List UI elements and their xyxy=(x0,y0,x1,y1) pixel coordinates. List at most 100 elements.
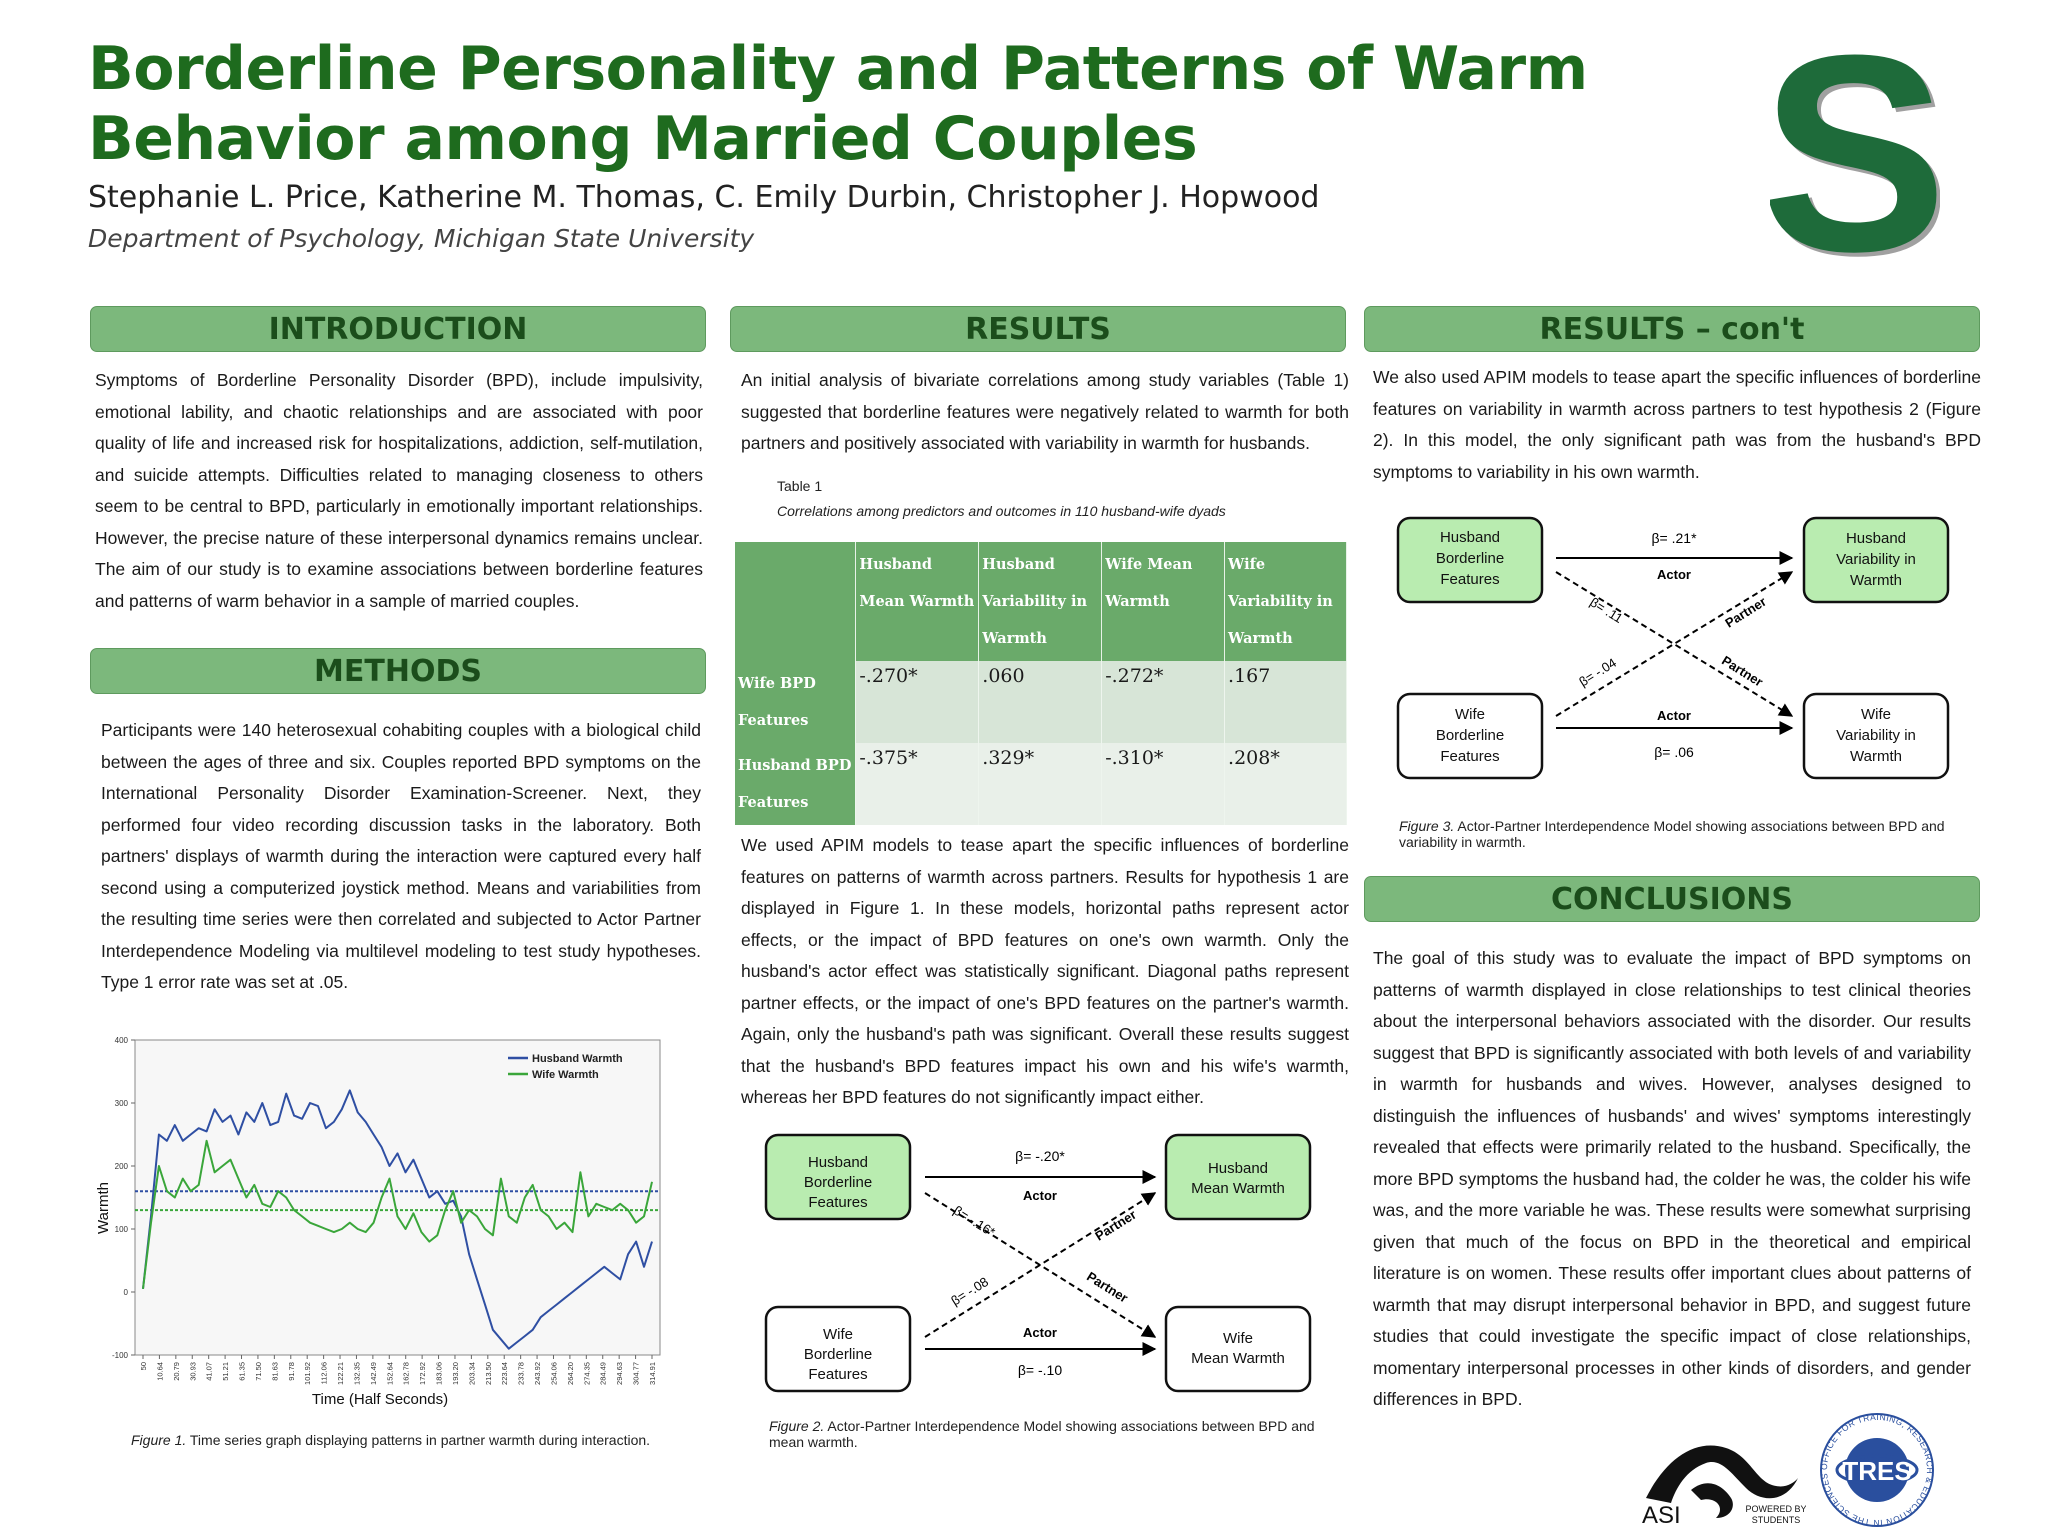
results-text-1: An initial analysis of bivariate correla… xyxy=(741,370,1349,453)
plot-area xyxy=(134,1039,661,1356)
table-label: Table 1 xyxy=(777,478,823,494)
y-tick-label: 0 xyxy=(124,1288,129,1297)
beta-diag-1: β= .11 xyxy=(1587,594,1625,626)
tres-logo: OFFICE FOR TRAINING, RESEARCH & EDUCATIO… xyxy=(1819,1412,1935,1528)
x-tick-label: 264.20 xyxy=(566,1362,575,1385)
poster-title: Borderline Personality and Patterns of W… xyxy=(88,34,1588,174)
x-tick-label: 203.34 xyxy=(467,1362,476,1385)
x-tick-label: 254.06 xyxy=(549,1362,558,1385)
actor-label-top: Actor xyxy=(1657,567,1691,582)
x-tick-label: 152.64 xyxy=(385,1362,394,1385)
table-cell: -.272* xyxy=(1101,661,1226,743)
svg-text:ASI: ASI xyxy=(1642,1502,1681,1528)
beta-diag-1: β= -.16* xyxy=(951,1203,998,1240)
x-tick-label: 101.92 xyxy=(303,1362,312,1385)
x-tick-label: 61.35 xyxy=(238,1362,247,1381)
wife-bpd-box xyxy=(764,1305,912,1393)
husband-partner-path xyxy=(1555,571,1794,717)
results-cont-text: We also used APIM models to tease apart … xyxy=(1373,367,1981,482)
methods-text: Participants were 140 heterosexual cohab… xyxy=(101,720,701,992)
series-line xyxy=(142,1139,653,1290)
x-tick-label: 243.92 xyxy=(533,1362,542,1385)
y-axis-label: Warmth xyxy=(95,1182,112,1234)
x-tick-label: 284.49 xyxy=(599,1362,608,1385)
correlation-table: Husband Mean Warmth Husband Variability … xyxy=(735,542,1347,825)
partner-label-1: Partner xyxy=(1092,1207,1139,1244)
table-cell: -.375* xyxy=(855,743,980,825)
x-tick-label: 304.77 xyxy=(632,1362,641,1385)
department: Department of Psychology, Michigan State… xyxy=(88,224,755,253)
x-tick-label: 132.35 xyxy=(352,1362,361,1385)
x-tick-label: 30.93 xyxy=(188,1362,197,1381)
asi-logo: ASI POWERED BY STUDENTS xyxy=(1642,1445,1806,1528)
x-tick-label: 50 xyxy=(139,1362,148,1370)
results-text-2: We used APIM models to tease apart the s… xyxy=(741,835,1349,1107)
table-col-header: Wife Mean Warmth xyxy=(1101,542,1226,661)
table-row-header: Wife BPD Features xyxy=(735,661,857,743)
husband-mean-warmth-box xyxy=(1164,1133,1312,1221)
svg-text:S: S xyxy=(1770,40,1940,268)
x-tick-label: 41.07 xyxy=(205,1362,214,1381)
table-col-header: Wife Variability in Warmth xyxy=(1224,542,1347,661)
methods-heading: METHODS xyxy=(90,648,706,694)
beta-top: β= .21* xyxy=(1651,530,1697,546)
x-tick-label: 183.06 xyxy=(435,1362,444,1385)
x-tick-label: 213.50 xyxy=(484,1362,493,1385)
husband-variability-box xyxy=(1802,516,1950,604)
y-tick-label: -100 xyxy=(112,1351,129,1360)
table-title: Correlations among predictors and outcom… xyxy=(777,503,1226,519)
x-tick-label: 51.21 xyxy=(221,1362,230,1381)
x-axis-label: Time (Half Seconds) xyxy=(312,1391,448,1408)
conclusions-text: The goal of this study was to evaluate t… xyxy=(1373,948,1971,1409)
y-tick-label: 300 xyxy=(115,1099,129,1108)
x-tick-label: 91.78 xyxy=(287,1362,296,1381)
x-tick-label: 162.78 xyxy=(402,1362,411,1385)
table-cell: -.270* xyxy=(855,661,980,743)
husband-bpd-box xyxy=(1396,516,1544,604)
x-tick-label: 10.64 xyxy=(155,1362,164,1381)
table-col-header: Husband Mean Warmth xyxy=(855,542,980,661)
x-tick-label: 233.78 xyxy=(517,1362,526,1385)
results-heading: RESULTS xyxy=(730,306,1346,352)
beta-diag-2: β= -.04 xyxy=(1576,655,1619,689)
y-tick-label: 200 xyxy=(115,1162,129,1171)
husband-bpd-box xyxy=(764,1133,912,1221)
figure1-caption: Figure 1. Time series graph displaying p… xyxy=(131,1432,651,1448)
x-tick-label: 223.64 xyxy=(500,1362,509,1385)
actor-label-bottom: Actor xyxy=(1023,1325,1057,1340)
wife-mean-warmth-box xyxy=(1164,1305,1312,1393)
wife-partner-path xyxy=(924,1192,1157,1338)
table-cell: .167 xyxy=(1224,661,1347,743)
intro-heading: INTRODUCTION xyxy=(90,306,706,352)
table-corner xyxy=(735,542,857,661)
x-tick-label: 172.92 xyxy=(418,1362,427,1385)
beta-bottom: β= -.10 xyxy=(1018,1362,1062,1378)
partner-label-2: Partner xyxy=(1084,1269,1131,1306)
figure2-caption: Figure 2. Actor-Partner Interdependence … xyxy=(769,1418,1315,1450)
series-line xyxy=(142,1089,653,1350)
x-tick-label: 193.20 xyxy=(451,1362,460,1385)
partner-label-2: Partner xyxy=(1719,653,1766,690)
wife-variability-box xyxy=(1802,692,1950,780)
x-tick-label: 81.63 xyxy=(270,1362,279,1381)
figure3-caption: Figure 3. Actor-Partner Interdependence … xyxy=(1399,818,1945,850)
figure3-apim-diagram: Husband Borderline Features Husband Variabi… xyxy=(1396,516,1950,780)
x-tick-label: 142.49 xyxy=(369,1362,378,1385)
x-tick-label: 294.63 xyxy=(615,1362,624,1385)
svg-text:S: S xyxy=(1770,40,1940,268)
beta-top: β= -.20* xyxy=(1015,1148,1065,1164)
msu-s-logo: S S xyxy=(1770,40,1940,268)
table-cell: .060 xyxy=(978,661,1103,743)
actor-label-bottom: Actor xyxy=(1657,708,1691,723)
actor-label-top: Actor xyxy=(1023,1188,1057,1203)
authors: Stephanie L. Price, Katherine M. Thomas,… xyxy=(88,180,1320,215)
table-col-header: Husband Variability in Warmth xyxy=(978,542,1103,661)
x-tick-label: 112.06 xyxy=(320,1362,329,1384)
